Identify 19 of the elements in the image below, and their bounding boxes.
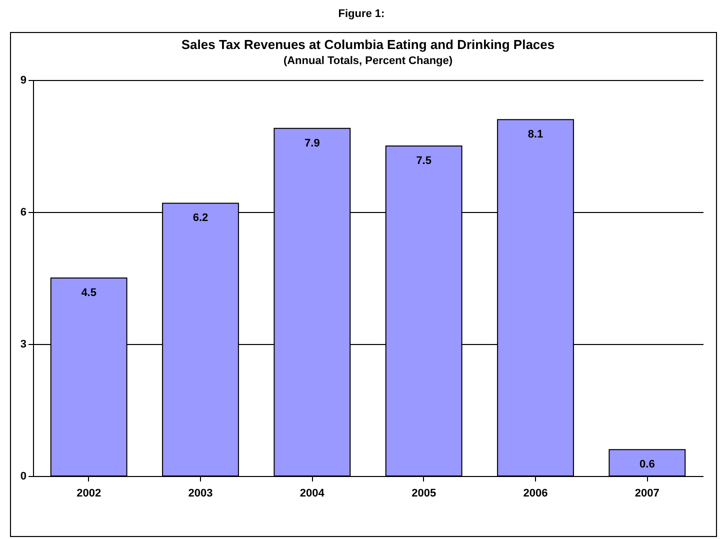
x-tick-label: 2004 (300, 488, 326, 500)
data-label: 7.9 (304, 137, 320, 150)
x-tick-label: 2006 (523, 488, 548, 500)
data-label: 6.2 (192, 212, 208, 224)
x-tick-label: 2007 (634, 488, 660, 500)
chart-subtitle: (Annual Totals, Percent Change) (283, 55, 453, 67)
data-label: 0.6 (640, 458, 655, 471)
data-label: 4.5 (81, 287, 96, 299)
x-tick-label: 2003 (188, 488, 213, 500)
y-tick-label: 3 (20, 338, 26, 350)
y-tick-label: 0 (20, 470, 26, 482)
y-tick-label: 6 (20, 206, 26, 218)
data-label: 8.1 (528, 128, 544, 141)
caption: Figure 1: (337, 7, 386, 22)
x-tick-label: 2002 (76, 488, 102, 500)
chart-title: Sales Tax Revenues at Columbia Eating and Drinking Places (181, 37, 555, 52)
data-label: 7.5 (416, 155, 432, 167)
y-tick-label: 9 (20, 74, 26, 86)
x-tick-label: 2005 (412, 488, 436, 500)
